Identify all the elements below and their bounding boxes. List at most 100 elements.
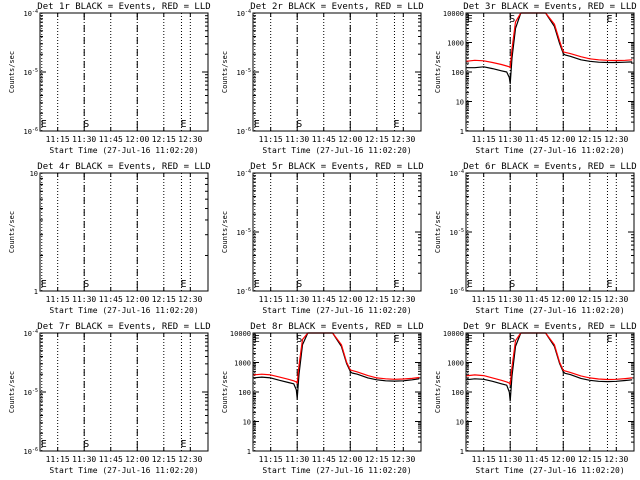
event-marker-label: S — [509, 279, 515, 290]
panel-4: Det 4r BLACK = Events, RED = LLD Counts/s… — [8, 162, 211, 315]
event-marker-label: E — [180, 119, 186, 130]
x-tick-label: 11:15 — [472, 135, 496, 144]
event-marker-label: E — [467, 14, 473, 25]
y-tick-label: 1000 — [447, 40, 464, 48]
y-tick-label: 100 — [451, 389, 464, 397]
x-tick-label: 11:45 — [312, 455, 336, 464]
x-axis-label: Start Time (27-Jul-16 11:02:20) — [262, 146, 411, 155]
event-marker-label: E — [254, 334, 260, 345]
y-tick-label: 100 — [451, 69, 464, 77]
panel-title: Det 4r BLACK = Events, RED = LLD — [37, 162, 210, 172]
event-marker-label: S — [296, 279, 302, 290]
x-tick-label: 12:00 — [551, 455, 575, 464]
y-axis-label: Counts/sec — [434, 51, 442, 93]
event-marker-label: S — [83, 439, 89, 450]
y-tick-label: 10 — [30, 170, 38, 178]
y-tick-label: 10 — [456, 419, 464, 427]
y-axis-label: Counts/sec — [434, 371, 442, 413]
x-tick-label: 12:30 — [391, 295, 415, 304]
y-tick-label: 1000 — [447, 360, 464, 368]
y-tick-label: 10-5 — [237, 68, 251, 77]
y-tick-label: 10 — [456, 99, 464, 107]
plot-frame — [39, 12, 209, 132]
event-marker-label: E — [180, 279, 186, 290]
x-tick-label: 12:00 — [125, 455, 149, 464]
panel-6: Det 6r BLACK = Events, RED = LLD Counts/s… — [434, 162, 637, 315]
x-tick-label: 12:00 — [125, 135, 149, 144]
y-tick-label: 100 — [238, 389, 251, 397]
panel-title: Det 8r BLACK = Events, RED = LLD — [250, 322, 423, 332]
x-tick-label: 11:45 — [525, 135, 549, 144]
y-axis-label: Counts/sec — [8, 371, 16, 413]
x-tick-label: 11:45 — [312, 135, 336, 144]
y-axis-label: Counts/sec — [8, 211, 16, 253]
x-tick-label: 11:15 — [46, 455, 70, 464]
y-tick-label: 10-5 — [237, 228, 251, 237]
event-marker-label: E — [41, 439, 47, 450]
event-marker-label: E — [606, 14, 612, 25]
panel-title: Det 5r BLACK = Events, RED = LLD — [250, 162, 423, 172]
event-marker-label: S — [296, 334, 302, 345]
plot-frame — [465, 332, 635, 452]
x-tick-label: 12:30 — [178, 455, 202, 464]
x-tick-label: 12:15 — [152, 455, 176, 464]
x-axis-label: Start Time (27-Jul-16 11:02:20) — [475, 306, 624, 315]
x-tick-label: 12:00 — [551, 135, 575, 144]
x-tick-label: 11:30 — [72, 135, 96, 144]
event-marker-label: E — [393, 334, 399, 345]
y-axis-label: Counts/sec — [221, 211, 229, 253]
x-tick-label: 12:15 — [578, 135, 602, 144]
x-axis-label: Start Time (27-Jul-16 11:02:20) — [262, 466, 411, 475]
x-tick-label: 12:00 — [551, 295, 575, 304]
plot-frame — [252, 12, 422, 132]
panel-title: Det 2r BLACK = Events, RED = LLD — [250, 2, 423, 12]
x-tick-label: 11:30 — [498, 135, 522, 144]
x-tick-label: 12:30 — [604, 135, 628, 144]
x-tick-label: 12:30 — [391, 455, 415, 464]
x-tick-label: 12:00 — [338, 455, 362, 464]
y-axis-label: Counts/sec — [434, 211, 442, 253]
y-tick-label: 10-5 — [24, 388, 38, 397]
x-tick-label: 12:30 — [178, 135, 202, 144]
panel-8: Det 8r BLACK = Events, RED = LLD Counts/s… — [221, 322, 424, 475]
event-marker-label: E — [606, 334, 612, 345]
event-marker-label: S — [296, 119, 302, 130]
y-tick-label: 10-6 — [237, 127, 251, 136]
x-tick-label: 11:30 — [72, 455, 96, 464]
x-tick-label: 11:15 — [46, 135, 70, 144]
panel-1: Det 1r BLACK = Events, RED = LLD Counts/s… — [8, 2, 211, 155]
event-marker-label: S — [83, 279, 89, 290]
x-tick-label: 11:45 — [525, 295, 549, 304]
panel-2: Det 2r BLACK = Events, RED = LLD Counts/s… — [221, 2, 424, 155]
x-axis-label: Start Time (27-Jul-16 11:02:20) — [49, 146, 198, 155]
x-tick-label: 11:15 — [472, 455, 496, 464]
event-marker-label: E — [467, 334, 473, 345]
y-tick-label: 10000 — [443, 330, 464, 338]
y-tick-label: 1 — [460, 128, 464, 136]
x-axis-label: Start Time (27-Jul-16 11:02:20) — [49, 306, 198, 315]
panel-title: Det 3r BLACK = Events, RED = LLD — [463, 2, 636, 12]
x-axis-label: Start Time (27-Jul-16 11:02:20) — [49, 466, 198, 475]
panel-9: Det 9r BLACK = Events, RED = LLD Counts/s… — [434, 322, 637, 475]
event-marker-label: E — [393, 279, 399, 290]
event-marker-label: E — [41, 279, 47, 290]
event-marker-label: E — [606, 279, 612, 290]
y-axis-label: Counts/sec — [221, 371, 229, 413]
plot-frame — [252, 172, 422, 292]
y-tick-label: 1000 — [234, 360, 251, 368]
x-tick-label: 12:15 — [578, 455, 602, 464]
panel-5: Det 5r BLACK = Events, RED = LLD Counts/s… — [221, 162, 424, 315]
event-marker-label: S — [509, 14, 515, 25]
x-tick-label: 11:30 — [498, 295, 522, 304]
panel-title: Det 6r BLACK = Events, RED = LLD — [463, 162, 636, 172]
y-tick-label: 10000 — [443, 10, 464, 18]
y-tick-label: 1 — [460, 448, 464, 456]
x-tick-label: 11:45 — [99, 455, 123, 464]
y-tick-label: 10-5 — [24, 68, 38, 77]
x-tick-label: 11:45 — [525, 455, 549, 464]
x-tick-label: 11:30 — [498, 455, 522, 464]
event-marker-label: E — [180, 439, 186, 450]
y-tick-label: 10-6 — [24, 127, 38, 136]
x-tick-label: 12:30 — [604, 455, 628, 464]
y-tick-label: 10-6 — [24, 447, 38, 456]
